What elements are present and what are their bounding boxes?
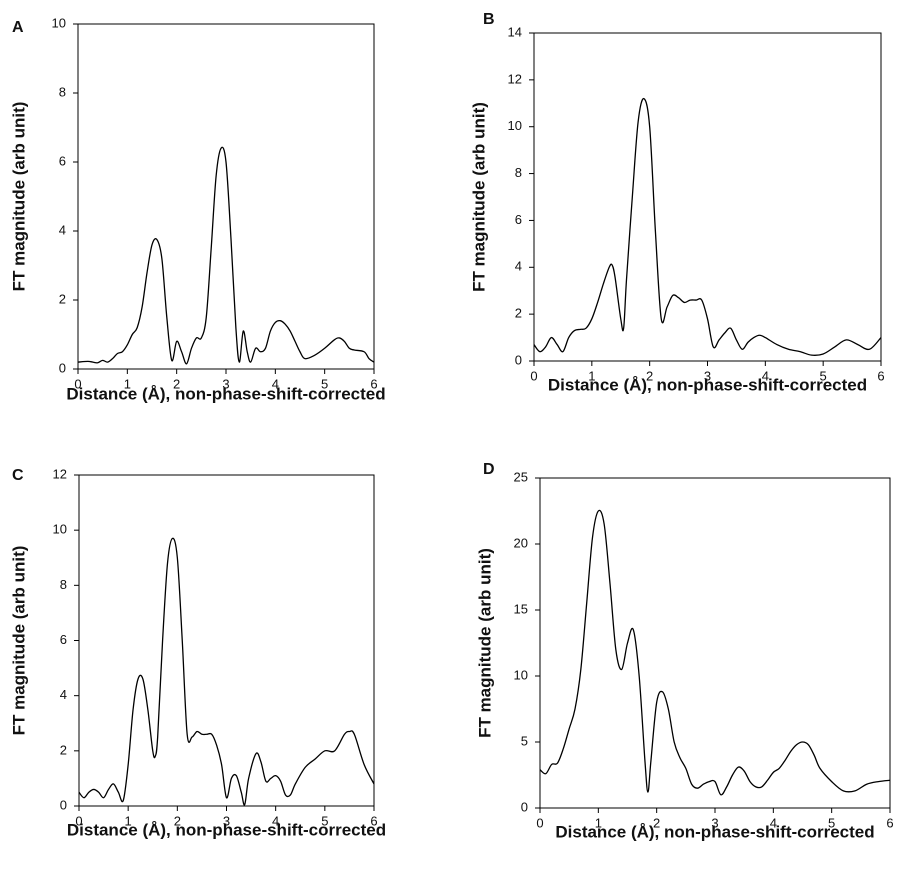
y-tick-label: 4 xyxy=(59,222,66,237)
y-tick-label: 12 xyxy=(508,71,522,86)
y-tick-label: 8 xyxy=(515,165,522,180)
y-tick-label: 25 xyxy=(514,469,528,484)
y-tick-label: 2 xyxy=(515,306,522,321)
y-tick-label: 2 xyxy=(60,742,67,757)
x-axis-title: Distance (Å), non-phase-shift-corrected xyxy=(555,822,874,841)
y-axis-title: FT magnitude (arb unit) xyxy=(475,548,494,738)
y-axis-title: FT magnitude (arb unit) xyxy=(469,102,488,292)
panel: 0 5 10 15 20 25 0 1 2 3 4 5 6 D Distance (Å), non-phas… xyxy=(475,461,893,841)
y-tick-label: 0 xyxy=(60,797,67,812)
plot-frame xyxy=(77,23,375,370)
y-tick-label: 10 xyxy=(53,522,67,537)
y-tick-label: 6 xyxy=(60,632,67,647)
x-tick-label: 6 xyxy=(886,815,893,830)
x-tick-label: 5 xyxy=(828,815,835,830)
y-tick-label: 2 xyxy=(59,291,66,306)
x-tick-label: 1 xyxy=(125,813,132,828)
x-tick-label: 0 xyxy=(536,815,543,830)
panel-label: D xyxy=(483,461,495,478)
y-tick-label: 6 xyxy=(59,153,66,168)
x-tick-label: 4 xyxy=(272,813,279,828)
x-tick-label: 2 xyxy=(653,815,660,830)
y-tick-label: 10 xyxy=(514,667,528,682)
y-tick-label: 5 xyxy=(521,733,528,748)
x-tick-label: 6 xyxy=(877,368,884,383)
x-tick-label: 1 xyxy=(588,368,595,383)
x-axis-title: Distance (Å), non-phase-shift-corrected xyxy=(66,384,385,403)
y-tick-label: 15 xyxy=(514,601,528,616)
y-tick-label: 0 xyxy=(515,352,522,367)
plot-frame xyxy=(539,477,891,809)
y-tick-label: 8 xyxy=(60,577,67,592)
y-axis-title: FT magnitude (arb unit) xyxy=(9,546,28,736)
data-line xyxy=(533,97,882,356)
x-tick-label: 0 xyxy=(530,368,537,383)
data-line xyxy=(77,146,375,365)
y-tick-label: 14 xyxy=(508,24,522,39)
y-axis-title: FT magnitude (arb unit) xyxy=(9,102,28,292)
x-tick-label: 3 xyxy=(222,376,229,391)
panel-label: C xyxy=(12,467,24,484)
x-tick-label: 2 xyxy=(173,376,180,391)
y-tick-label: 0 xyxy=(59,360,66,375)
x-tick-label: 5 xyxy=(820,368,827,383)
plot-frame xyxy=(533,32,882,362)
panel: 0 2 4 6 8 10 0 1 2 3 4 5 6 A Distance (Å), non-phase-s… xyxy=(9,15,385,403)
y-tick-label: 20 xyxy=(514,535,528,550)
y-tick-label: 10 xyxy=(508,118,522,133)
data-line xyxy=(539,509,891,796)
x-tick-label: 0 xyxy=(75,813,82,828)
x-tick-label: 0 xyxy=(74,376,81,391)
data-line xyxy=(78,537,375,806)
x-axis-title: Distance (Å), non-phase-shift-corrected xyxy=(67,820,386,839)
x-tick-label: 4 xyxy=(770,815,777,830)
x-tick-label: 6 xyxy=(370,813,377,828)
y-tick-label: 4 xyxy=(60,687,67,702)
x-tick-label: 6 xyxy=(370,376,377,391)
x-tick-label: 5 xyxy=(321,376,328,391)
x-tick-label: 5 xyxy=(321,813,328,828)
x-tick-label: 1 xyxy=(124,376,131,391)
x-tick-label: 1 xyxy=(595,815,602,830)
x-tick-label: 3 xyxy=(711,815,718,830)
x-tick-label: 2 xyxy=(646,368,653,383)
x-tick-label: 2 xyxy=(174,813,181,828)
panel-label: B xyxy=(483,11,495,28)
x-tick-label: 4 xyxy=(272,376,279,391)
y-tick-label: 0 xyxy=(521,799,528,814)
x-tick-label: 3 xyxy=(223,813,230,828)
y-tick-label: 4 xyxy=(515,259,522,274)
x-axis-title: Distance (Å), non-phase-shift-corrected xyxy=(548,375,867,394)
y-tick-label: 8 xyxy=(59,84,66,99)
y-tick-label: 10 xyxy=(52,15,66,30)
y-tick-label: 12 xyxy=(53,466,67,481)
y-tick-label: 6 xyxy=(515,212,522,227)
panel-label: A xyxy=(12,19,24,36)
plot-frame xyxy=(78,474,375,807)
x-tick-label: 3 xyxy=(704,368,711,383)
x-tick-label: 4 xyxy=(762,368,769,383)
